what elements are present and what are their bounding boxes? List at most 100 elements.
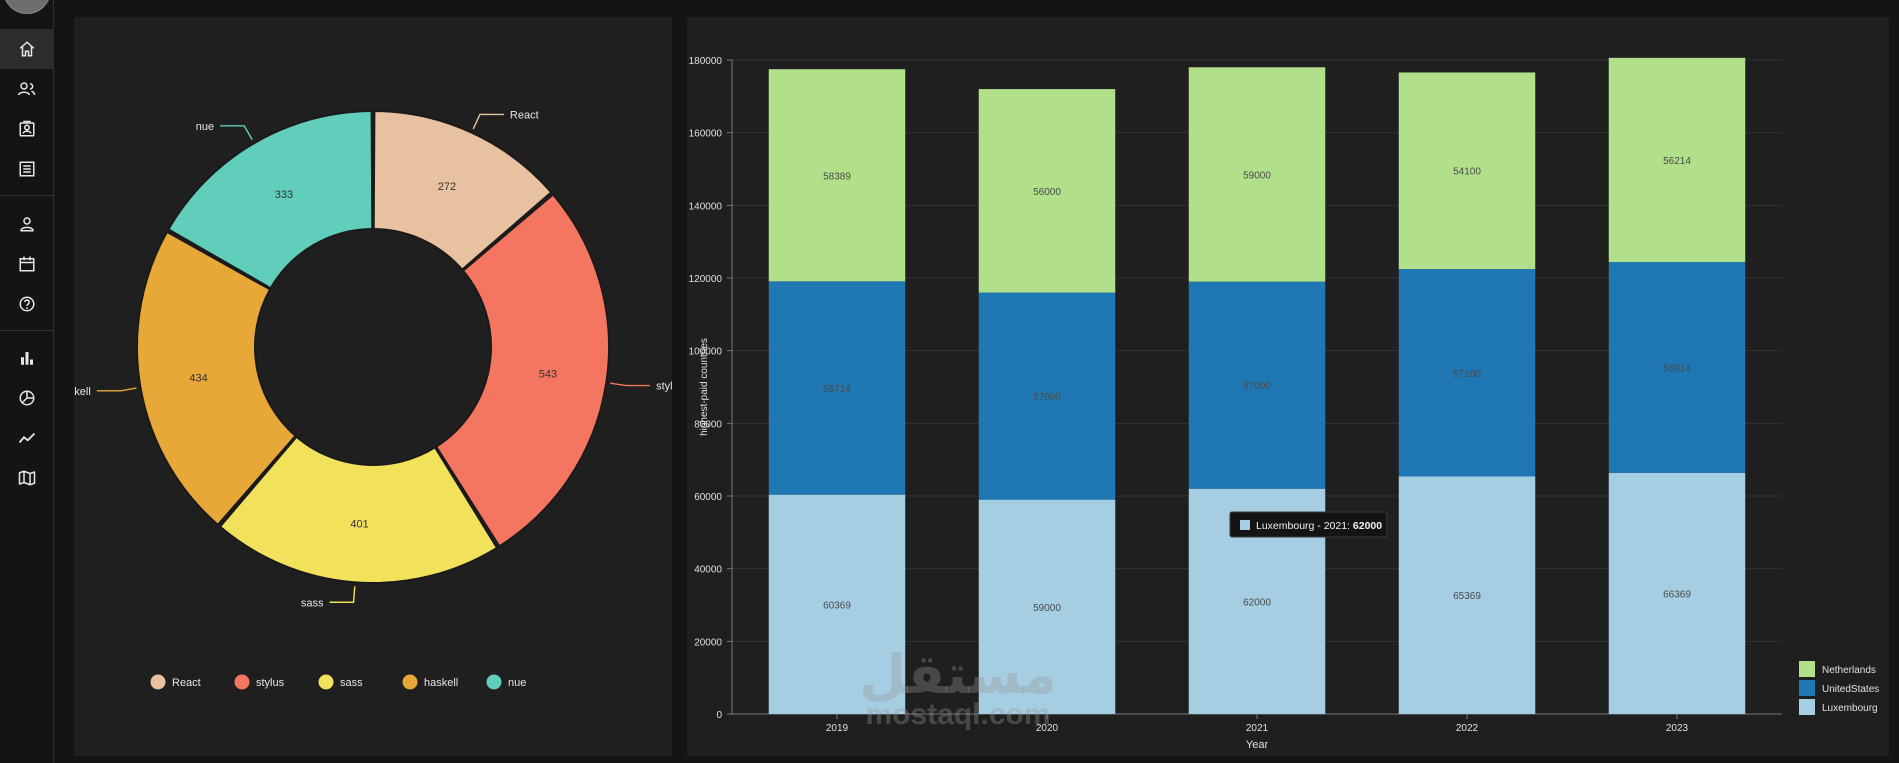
tooltip-swatch (1240, 520, 1250, 530)
pie-arc-link (472, 113, 504, 130)
pie-slice-haskell[interactable] (136, 230, 297, 527)
bar-luxembourg-2019[interactable] (768, 494, 906, 714)
nav-geography[interactable] (0, 458, 53, 498)
bar-netherlands-2023[interactable] (1608, 57, 1746, 263)
nav-bar-chart[interactable] (0, 338, 53, 378)
bar-luxembourg-2022[interactable] (1398, 476, 1536, 714)
tooltip-label: Luxembourg - 2021: (1256, 520, 1353, 532)
pie-slice-react[interactable] (372, 109, 553, 272)
x-tick-label: 2023 (1666, 723, 1689, 734)
nav-invoices[interactable] (0, 149, 53, 189)
legend-item-stylus[interactable]: stylus (234, 674, 285, 690)
pie-value-label: 333 (275, 189, 293, 201)
legend-label: Netherlands (1822, 665, 1876, 676)
pie-arc-link (220, 125, 253, 140)
bar-netherlands-2021[interactable] (1188, 67, 1326, 282)
bar-value-label: 66369 (1663, 589, 1691, 600)
bar-tooltip: Luxembourg - 2021: 62000 (1229, 511, 1388, 538)
legend-item-luxembourg[interactable]: Luxembourg (1799, 699, 1878, 715)
pie-chart-icon (19, 390, 34, 406)
legend-item-sass[interactable]: sass (318, 674, 364, 690)
nav-contacts[interactable] (0, 109, 53, 149)
map-icon (18, 470, 35, 486)
bar-value-label: 58389 (823, 171, 851, 182)
pie-slice-sass[interactable] (218, 435, 499, 584)
users-icon (17, 82, 35, 96)
nav-faq[interactable] (0, 284, 53, 324)
pie-arc-label: nue (196, 121, 214, 133)
bar-luxembourg-2020[interactable] (978, 499, 1116, 714)
y-tick-label: 60000 (694, 492, 722, 503)
bar-value-label: 57100 (1453, 369, 1481, 380)
bar-netherlands-2022[interactable] (1398, 72, 1536, 270)
bar-unitedstates-2019[interactable] (768, 281, 906, 495)
legend-label: stylus (256, 677, 285, 689)
legend-item-haskell[interactable]: haskell (402, 674, 459, 690)
pie-arc-link (610, 382, 651, 387)
bar-value-label: 65369 (1453, 591, 1481, 602)
legend-item-nue[interactable]: nue (486, 674, 527, 690)
pie-slice-stylus[interactable] (434, 193, 610, 548)
y-tick-label: 20000 (694, 637, 722, 648)
bar-chart-panel: 0 20000 40000 60000 80000 100000 120000 140000 1… (687, 17, 1889, 756)
bar-chart-icon (20, 352, 33, 365)
stacked-bar-chart: 0 20000 40000 60000 80000 100000 120000 140000 1… (689, 56, 1880, 751)
bar-unitedstates-2020[interactable] (978, 292, 1116, 500)
legend-swatch (1799, 699, 1815, 715)
nav-pie-chart[interactable] (0, 378, 53, 418)
bar-unitedstates-2021[interactable] (1188, 281, 1326, 489)
pie-arc-label: React (510, 109, 539, 121)
legend-item-unitedstates[interactable]: UnitedStates (1799, 680, 1879, 696)
x-tick-label: 2022 (1456, 723, 1479, 734)
donut-chart: 272 React 543 stylus 401 sass 434 haskell 333 nue… (57, 109, 685, 690)
invoices-icon (19, 161, 34, 177)
legend-label: sass (340, 677, 363, 689)
y-axis-label: highest-paid countries (699, 338, 710, 436)
bar-value-label: 58014 (1663, 363, 1691, 374)
x-tick-label: 2021 (1246, 723, 1269, 734)
bar-netherlands-2019[interactable] (768, 69, 906, 282)
legend-swatch (318, 674, 334, 690)
x-axis-label: Year (1246, 739, 1269, 751)
pie-arc-label: haskell (74, 386, 91, 398)
bar-netherlands-2020[interactable] (978, 89, 1116, 293)
legend-item-react[interactable]: React (150, 674, 201, 690)
x-tick-label: 2019 (826, 723, 849, 734)
bar-value-label: 59000 (1033, 603, 1061, 614)
sidebar (0, 0, 54, 763)
nav-team[interactable] (0, 69, 53, 109)
legend-label: Luxembourg (1822, 703, 1878, 714)
pie-value-label: 543 (539, 369, 557, 381)
nav-home[interactable] (0, 29, 53, 69)
legend-swatch (402, 674, 418, 690)
legend-label: haskell (424, 677, 458, 689)
bar-unitedstates-2023[interactable] (1608, 262, 1746, 473)
profile-icon (19, 217, 34, 232)
bar-value-label: 62000 (1243, 597, 1271, 608)
help-icon (19, 296, 34, 312)
pie-slice-nue[interactable] (167, 109, 374, 290)
bar-luxembourg-2023[interactable] (1608, 472, 1746, 714)
nav-line-chart[interactable] (0, 418, 53, 458)
bar-value-label: 58714 (823, 384, 851, 395)
calendar-icon (19, 256, 34, 272)
nav-calendar[interactable] (0, 244, 53, 284)
tooltip-text: Luxembourg - 2021: 62000 (1256, 520, 1382, 532)
bar-value-label: 60369 (823, 600, 851, 611)
nav-profile[interactable] (0, 204, 53, 244)
bar-value-label: 54100 (1453, 167, 1481, 178)
bar-unitedstates-2022[interactable] (1398, 269, 1536, 477)
pie-value-label: 434 (189, 372, 207, 384)
legend-label: UnitedStates (1822, 684, 1879, 695)
y-tick-label: 100000 (689, 347, 723, 358)
legend-item-netherlands[interactable]: Netherlands (1799, 661, 1876, 677)
y-tick-label: 180000 (689, 56, 723, 67)
legend-swatch (486, 674, 502, 690)
avatar[interactable] (3, 0, 51, 14)
y-tick-label: 80000 (694, 419, 722, 430)
pie-arc-label: sass (301, 597, 324, 609)
pie-chart-panel: 272 React 543 stylus 401 sass 434 haskell 333 nue… (57, 17, 685, 756)
tooltip-box (1229, 511, 1388, 538)
bar-value-label: 57000 (1033, 392, 1061, 403)
bar-value-label: 56214 (1663, 156, 1691, 167)
